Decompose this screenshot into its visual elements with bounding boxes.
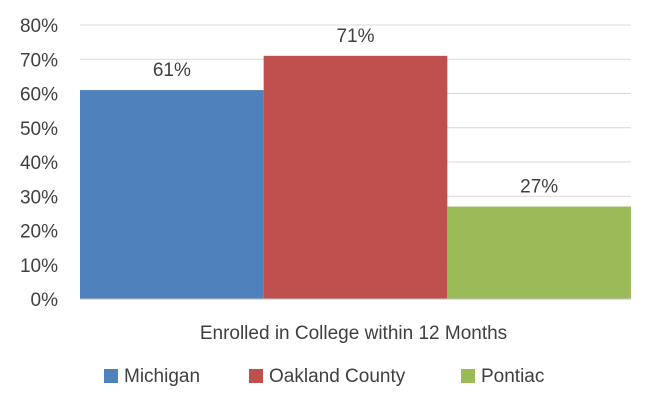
legend-swatch [249, 369, 263, 383]
bar-pontiac [447, 206, 631, 299]
y-tick-label: 50% [20, 119, 58, 140]
y-tick-label: 20% [20, 222, 58, 243]
legend-swatch [461, 369, 475, 383]
legend-label: Oakland County [269, 366, 406, 387]
bar-oakland-county [263, 55, 448, 300]
y-tick-label: 10% [20, 256, 58, 277]
y-tick-label: 60% [20, 85, 58, 106]
bar-michigan [80, 90, 264, 299]
data-label: 61% [153, 60, 191, 81]
legend: Michigan Oakland County Pontiac [104, 366, 544, 387]
data-label: 27% [520, 177, 558, 198]
legend-label: Pontiac [481, 366, 544, 387]
bars [80, 55, 631, 300]
data-labels: 61% 71% 27% [153, 26, 558, 198]
y-tick-label: 70% [20, 50, 58, 71]
y-tick-label: 30% [20, 187, 58, 208]
y-tick-label: 0% [31, 290, 59, 311]
category-label: Enrolled in College within 12 Months [200, 323, 507, 344]
y-tick-label: 80% [20, 16, 58, 37]
data-label: 71% [336, 26, 374, 47]
legend-swatch [104, 369, 118, 383]
legend-label: Michigan [124, 366, 200, 387]
y-axis-tick-labels: 0% 10% 20% 30% 40% 50% 60% 70% 80% [20, 16, 58, 311]
y-tick-label: 40% [20, 153, 58, 174]
